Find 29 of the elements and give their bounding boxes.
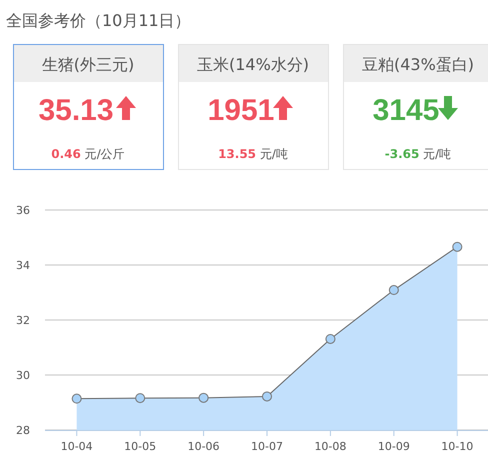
x-tick-label: 10-10	[441, 440, 474, 453]
text: 玉米(14%水分)	[196, 55, 310, 74]
text: -3.65 元/吨	[384, 147, 452, 161]
point	[388, 285, 399, 296]
y-tick-label: 36	[16, 204, 30, 217]
point	[325, 334, 336, 344]
point	[452, 242, 462, 252]
text: 全国参考价（10月11日）	[6, 11, 191, 30]
text: 13.55 元/吨	[218, 147, 288, 161]
text: 豆粕(43%蛋白)	[362, 55, 474, 74]
text: 35.13	[38, 94, 114, 127]
y-tick-label: 32	[16, 314, 30, 327]
y-tick-label: 34	[16, 259, 30, 272]
x-tick-label: 10-09	[378, 440, 410, 453]
x-tick-label: 10-06	[188, 440, 220, 453]
text: 1951	[208, 94, 274, 127]
x-tick-label: 10-07	[251, 440, 283, 453]
x-tick-label: 10-04	[60, 440, 93, 453]
x-tick-label: 10-08	[314, 440, 346, 453]
point	[262, 391, 272, 402]
point	[72, 394, 82, 404]
point	[135, 393, 146, 404]
y-tick-label: 30	[16, 369, 30, 382]
text: 3145	[372, 94, 440, 127]
y-tick-label: 28	[16, 424, 30, 437]
point	[198, 392, 209, 403]
text: 0.46 元/公斤	[51, 147, 125, 161]
text: 生猪(外三元)	[42, 55, 134, 74]
x-tick-label: 10-05	[124, 440, 156, 453]
